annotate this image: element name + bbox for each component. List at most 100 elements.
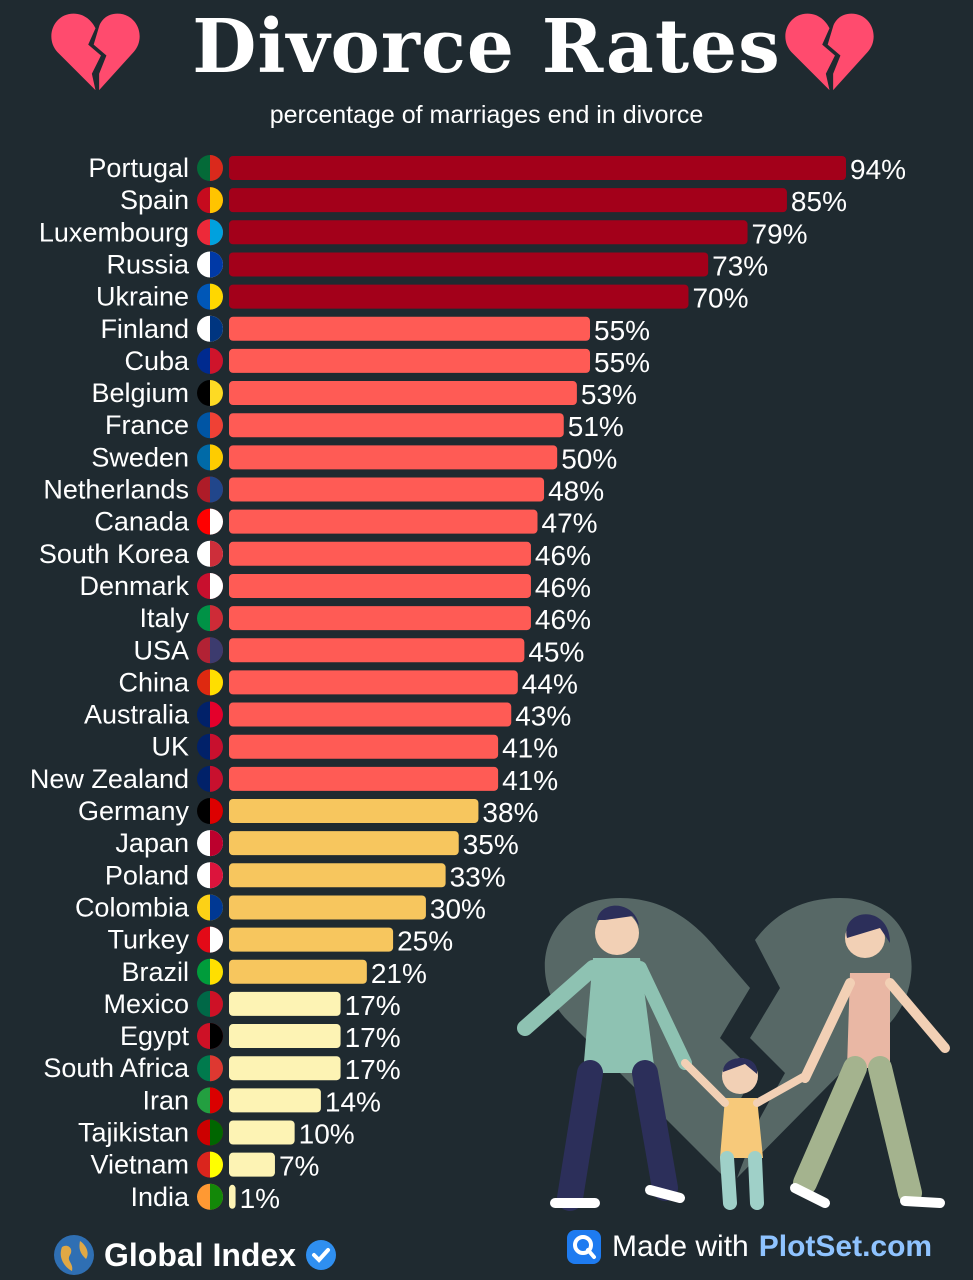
- bar-portugal: [229, 156, 846, 180]
- bar-japan: [229, 831, 459, 856]
- bar-spain: [229, 188, 787, 213]
- bar-new-zealand: [229, 766, 499, 791]
- value-label-ukraine: 70%: [692, 283, 748, 314]
- value-label-italy: 46%: [535, 604, 591, 635]
- belgium-flag-icon: [197, 380, 223, 407]
- value-label-iran: 14%: [325, 1086, 381, 1117]
- plotset-link[interactable]: PlotSet.com: [758, 1230, 933, 1263]
- bar-brazil: [229, 959, 367, 984]
- country-label-japan: Japan: [115, 828, 189, 858]
- country-label-canada: Canada: [94, 507, 190, 537]
- bar-colombia: [229, 895, 426, 920]
- mexico-flag-icon: [197, 990, 223, 1017]
- country-label-france: France: [105, 410, 189, 440]
- country-label-spain: Spain: [120, 185, 189, 215]
- country-label-colombia: Colombia: [75, 892, 190, 922]
- bar-chart: Portugal 94% Spain 85% Luxembourg 79% Russia 73…: [30, 153, 906, 1214]
- value-label-australia: 43%: [515, 701, 571, 732]
- usa-flag-icon: [197, 637, 223, 664]
- bar-australia: [229, 702, 512, 727]
- country-label-russia: Russia: [106, 249, 190, 279]
- russia-flag-icon: [197, 251, 224, 278]
- value-label-india: 1%: [240, 1183, 280, 1214]
- bar-sweden: [229, 445, 558, 470]
- family-breakup-illustration: [517, 898, 950, 1211]
- value-label-netherlands: 48%: [548, 476, 604, 507]
- footer-credit: Made with PlotSet.com: [566, 1227, 932, 1267]
- country-label-egypt: Egypt: [120, 1021, 190, 1051]
- country-label-luxembourg: Luxembourg: [39, 217, 189, 247]
- bar-vietnam: [229, 1152, 275, 1177]
- globe-icon: [54, 1235, 94, 1275]
- country-label-sweden: Sweden: [91, 442, 189, 472]
- value-label-usa: 45%: [528, 636, 584, 667]
- value-label-spain: 85%: [791, 186, 847, 217]
- brand-name: Global Index: [104, 1236, 297, 1273]
- australia-flag-icon: [197, 701, 223, 728]
- value-label-germany: 38%: [482, 797, 538, 828]
- china-flag-icon: [197, 669, 223, 696]
- country-label-uk: UK: [151, 732, 189, 762]
- value-label-egypt: 17%: [345, 1022, 401, 1053]
- bar-italy: [229, 606, 531, 631]
- broken-heart-icon: [51, 13, 140, 91]
- country-label-cuba: Cuba: [124, 346, 190, 376]
- colombia-flag-icon: [197, 894, 223, 921]
- bar-india: [229, 1184, 236, 1209]
- country-label-australia: Australia: [84, 700, 190, 730]
- value-label-south-korea: 46%: [535, 540, 591, 571]
- country-label-mexico: Mexico: [103, 989, 189, 1019]
- bar-canada: [229, 509, 538, 534]
- bar-luxembourg: [229, 220, 748, 245]
- germany-flag-icon: [197, 798, 223, 824]
- canada-flag-icon: [197, 508, 223, 535]
- footer-brand: Global Index: [52, 1233, 338, 1277]
- country-label-south-africa: South Africa: [43, 1053, 190, 1083]
- country-label-brazil: Brazil: [121, 957, 189, 987]
- bar-mexico: [229, 991, 341, 1016]
- bar-russia: [229, 252, 709, 277]
- country-label-iran: Iran: [142, 1085, 189, 1115]
- country-label-usa: USA: [133, 635, 189, 665]
- denmark-flag-icon: [197, 572, 223, 599]
- country-label-south-korea: South Korea: [39, 539, 190, 569]
- value-label-france: 51%: [568, 411, 624, 442]
- country-label-belgium: Belgium: [91, 378, 189, 408]
- value-label-china: 44%: [522, 668, 578, 699]
- bar-ukraine: [229, 284, 689, 309]
- bar-france: [229, 413, 564, 438]
- made-with-label: Made with: [612, 1230, 749, 1263]
- bar-south-korea: [229, 541, 531, 566]
- value-label-mexico: 17%: [345, 990, 401, 1021]
- sweden-flag-icon: [197, 444, 223, 471]
- egypt-flag-icon: [197, 1023, 224, 1050]
- value-label-denmark: 46%: [535, 572, 591, 603]
- plotset-logo-icon: [567, 1230, 601, 1264]
- value-label-turkey: 25%: [397, 926, 453, 957]
- bar-cuba: [229, 348, 591, 373]
- new-zealand-flag-icon: [197, 765, 223, 792]
- value-label-sweden: 50%: [561, 443, 617, 474]
- country-label-china: China: [118, 667, 190, 697]
- japan-flag-icon: [197, 830, 223, 857]
- value-label-finland: 55%: [594, 315, 650, 346]
- value-label-tajikistan: 10%: [299, 1119, 355, 1150]
- bar-egypt: [229, 1024, 341, 1049]
- country-label-italy: Italy: [139, 603, 189, 633]
- spain-flag-icon: [197, 187, 223, 214]
- verified-badge-icon: [306, 1240, 337, 1270]
- netherlands-flag-icon: [197, 476, 223, 503]
- country-label-vietnam: Vietnam: [90, 1150, 189, 1180]
- country-label-portugal: Portugal: [88, 153, 189, 183]
- value-label-colombia: 30%: [430, 893, 486, 924]
- country-label-poland: Poland: [105, 860, 189, 890]
- value-label-brazil: 21%: [371, 958, 427, 989]
- south-korea-flag-icon: [197, 540, 223, 567]
- bar-denmark: [229, 573, 531, 598]
- bar-poland: [229, 863, 446, 888]
- country-label-turkey: Turkey: [107, 925, 189, 955]
- turkey-flag-icon: [197, 926, 223, 953]
- value-label-uk: 41%: [502, 733, 558, 764]
- page-subtitle: percentage of marriages end in divorce: [269, 101, 704, 129]
- country-label-new-zealand: New Zealand: [30, 764, 189, 794]
